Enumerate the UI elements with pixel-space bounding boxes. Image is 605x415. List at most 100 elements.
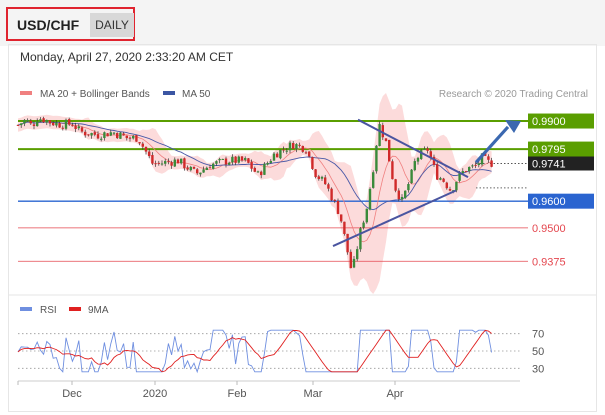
- candle: [410, 169, 413, 184]
- candle: [487, 156, 490, 160]
- candle: [381, 125, 384, 138]
- candle: [61, 127, 64, 129]
- candle: [349, 251, 352, 269]
- bollinger-band: [18, 93, 492, 294]
- candle: [240, 156, 244, 161]
- candle: [288, 142, 292, 151]
- symbol-label: USD/CHF: [17, 17, 80, 33]
- pivot-label-box: [528, 193, 594, 209]
- rsi-legend-label: RSI: [40, 305, 57, 316]
- candle: [80, 127, 84, 132]
- candle: [477, 163, 480, 166]
- candle: [228, 162, 231, 165]
- candle: [442, 178, 445, 182]
- candle: [365, 208, 368, 223]
- candle: [432, 156, 436, 165]
- candle: [224, 158, 228, 165]
- ma50-line: [17, 121, 492, 211]
- support-label: 0.9500: [532, 223, 566, 235]
- bollinger-legend-label: MA 20 + Bollinger Bands: [40, 89, 150, 100]
- candle: [260, 171, 263, 176]
- candle: [413, 161, 416, 171]
- candle: [167, 161, 170, 163]
- candle: [253, 167, 256, 172]
- candle: [215, 161, 218, 164]
- candle: [378, 124, 381, 147]
- candle: [352, 258, 356, 268]
- candle: [90, 132, 93, 136]
- candle: [400, 196, 404, 200]
- candle: [285, 150, 288, 152]
- candle: [391, 161, 394, 180]
- candle: [16, 124, 20, 126]
- rsi-tick-label: 70: [532, 329, 544, 341]
- candle: [109, 132, 112, 136]
- candle: [20, 123, 23, 126]
- upper-trendline: [357, 118, 469, 179]
- candle: [122, 133, 125, 136]
- candle: [180, 158, 183, 164]
- chart-timestamp: Monday, April 27, 2020 2:33:20 AM CET: [20, 50, 234, 64]
- candle: [164, 161, 167, 164]
- candle: [68, 119, 71, 125]
- rsi-ma-legend-swatch: [69, 307, 81, 311]
- candle: [77, 126, 80, 129]
- candle: [490, 160, 493, 167]
- candle: [308, 151, 311, 157]
- candle: [407, 184, 410, 191]
- candle: [356, 249, 359, 260]
- candle: [192, 166, 196, 169]
- candle: [320, 176, 324, 179]
- candle: [311, 157, 314, 169]
- lower-trendline: [332, 189, 457, 247]
- x-tick-label: Mar: [304, 388, 323, 400]
- candle: [48, 120, 52, 124]
- candle: [212, 163, 215, 169]
- candle: [154, 163, 157, 165]
- candle: [106, 133, 109, 137]
- candle: [340, 214, 343, 222]
- instrument-tab[interactable]: USD/CHF DAILY: [6, 7, 135, 41]
- candle: [324, 177, 327, 185]
- resistance-label: 0.9795: [532, 144, 566, 156]
- candle: [218, 158, 221, 161]
- candle: [282, 149, 285, 151]
- candle: [176, 159, 180, 164]
- candle: [231, 156, 234, 163]
- candle: [205, 167, 208, 170]
- candle: [346, 233, 349, 253]
- candle: [141, 143, 144, 147]
- current-price-box: [528, 156, 594, 171]
- candle: [298, 144, 301, 146]
- candle: [247, 158, 250, 163]
- timeframe-button[interactable]: DAILY: [90, 13, 134, 37]
- candle: [45, 119, 48, 123]
- candle: [151, 155, 154, 164]
- candle: [237, 156, 240, 163]
- candle: [314, 169, 317, 178]
- x-tick-label: Apr: [386, 388, 403, 400]
- x-tick-label: Feb: [228, 388, 247, 400]
- resistance-label-box: [528, 113, 594, 129]
- candle: [244, 158, 247, 160]
- candle: [84, 131, 87, 136]
- candle: [468, 166, 471, 172]
- candle: [256, 171, 260, 173]
- candle: [250, 161, 253, 169]
- candle: [100, 138, 103, 140]
- candle: [333, 199, 336, 201]
- candle: [445, 182, 448, 189]
- candle: [266, 162, 269, 165]
- candle: [336, 200, 340, 214]
- candle: [170, 162, 173, 166]
- candle: [144, 146, 148, 152]
- candle: [29, 120, 32, 124]
- candle: [55, 122, 58, 126]
- candle: [96, 134, 100, 139]
- candle: [23, 119, 26, 124]
- candle: [372, 172, 375, 188]
- candle: [423, 148, 426, 150]
- candle: [112, 132, 116, 134]
- candle: [295, 144, 298, 150]
